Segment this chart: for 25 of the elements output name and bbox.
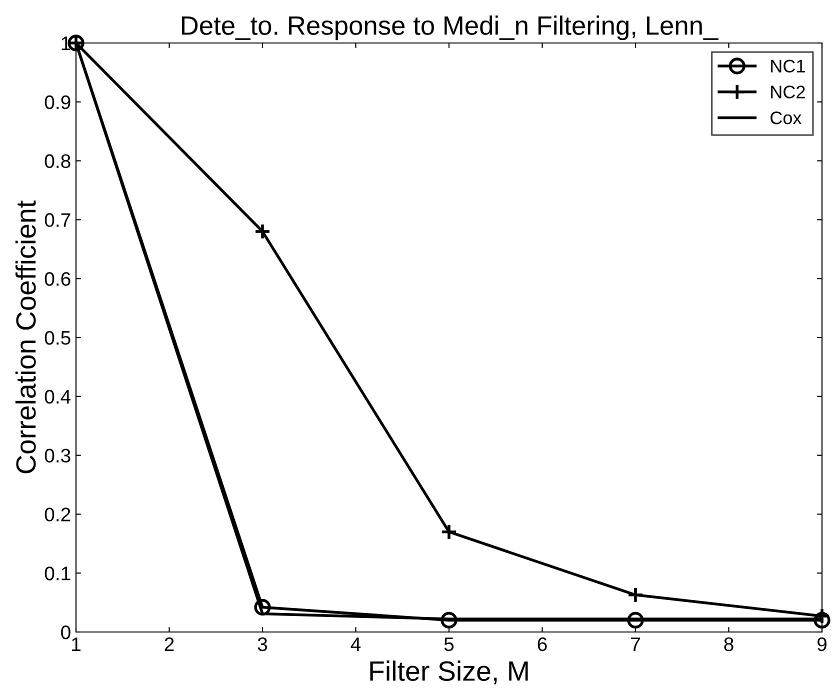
x-tick-label: 9 [818,637,826,652]
x-tick-label: 8 [724,637,734,652]
y-tick-label: 0.1 [44,566,70,580]
y-tick-label: 0.2 [44,508,70,522]
y-tick-label: 0.3 [44,448,70,463]
chart-title: Dete_to. Response to Medi_n Filtering, Lenn_ [182,16,718,40]
legend-label: NC1 [771,60,805,73]
x-tick-label: 7 [631,638,640,651]
legend-label: NC2 [771,86,805,98]
x-tick-label: 3 [258,637,268,652]
y-tick-label: 0.7 [44,213,70,227]
y-axis-title: Correlation Coefficient [15,200,36,474]
legend-label: Cox [770,111,802,124]
x-tick-label: 5 [444,638,454,652]
x-axis-title: Filter Size, M [370,660,528,684]
y-tick-label: 0.9 [44,95,70,110]
y-tick-label: 0.4 [44,390,71,404]
x-tick-label: 1 [72,638,80,651]
x-tick-label: 4 [350,638,361,651]
y-tick-label: 0.8 [44,154,70,168]
y-tick-label: 0 [61,625,70,640]
y-tick-label: 0.6 [44,272,70,286]
x-tick-label: 6 [538,637,547,652]
y-tick-label: 0.5 [44,330,70,345]
x-tick-label: 2 [164,637,174,651]
